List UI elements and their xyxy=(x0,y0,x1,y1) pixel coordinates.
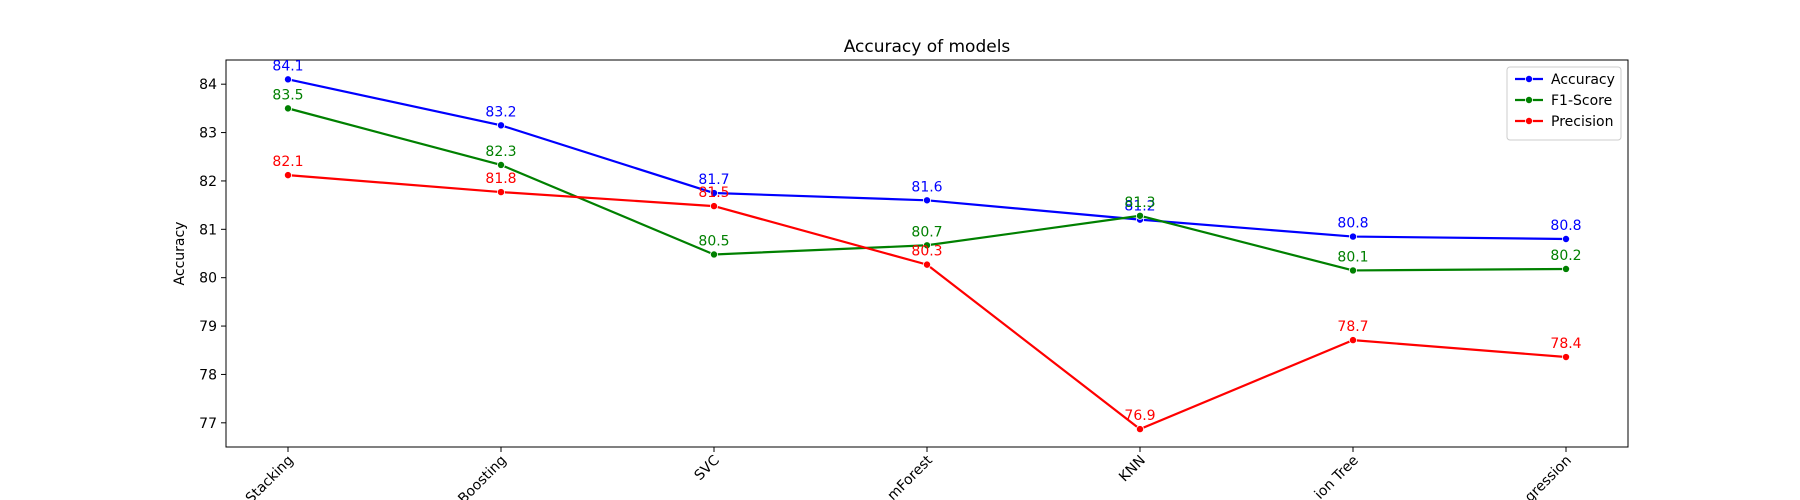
legend-entry-label: Precision xyxy=(1551,114,1613,130)
x-tick-label: Boosting xyxy=(455,453,510,500)
data-label: 80.2 xyxy=(1550,248,1581,264)
legend-swatch-marker xyxy=(1525,96,1534,105)
data-label: 82.1 xyxy=(272,154,303,170)
data-label: 78.4 xyxy=(1550,336,1581,352)
data-point xyxy=(1562,353,1571,362)
y-tick-label: 82 xyxy=(199,174,217,190)
data-point xyxy=(710,202,719,211)
y-tick-label: 83 xyxy=(199,126,217,142)
x-tick-label: mForest xyxy=(884,452,936,500)
x-tick-label: SVC xyxy=(692,452,723,483)
data-point xyxy=(1349,232,1358,241)
legend-swatch-marker xyxy=(1525,75,1534,84)
y-tick-label: 80 xyxy=(199,271,217,287)
data-point xyxy=(923,241,932,250)
legend: Accuracy F1-Score Precision xyxy=(1506,66,1622,141)
data-label: 84.1 xyxy=(272,58,303,74)
y-tick-label: 79 xyxy=(199,319,217,335)
chart-title: Accuracy of models xyxy=(844,37,1011,57)
data-point xyxy=(496,121,505,130)
data-point xyxy=(1349,336,1358,345)
data-label: 81.6 xyxy=(911,179,942,195)
data-point xyxy=(1562,264,1571,273)
data-label: 80.8 xyxy=(1550,218,1581,234)
data-label: 83.2 xyxy=(485,104,516,120)
data-label: 80.5 xyxy=(698,233,729,249)
y-tick-label: 84 xyxy=(199,77,217,93)
data-point xyxy=(1349,266,1358,275)
data-point xyxy=(1136,425,1145,434)
data-point xyxy=(1136,211,1145,220)
data-label: 80.3 xyxy=(911,244,942,260)
y-tick-label: 77 xyxy=(199,416,217,432)
data-label: 80.1 xyxy=(1337,249,1368,265)
data-point xyxy=(283,75,292,84)
data-point xyxy=(496,188,505,197)
legend-entry-label: Accuracy xyxy=(1551,72,1615,88)
data-label: 81.3 xyxy=(1124,195,1155,211)
data-label: 80.8 xyxy=(1337,216,1368,232)
data-label: 83.5 xyxy=(272,87,303,103)
y-tick-label: 81 xyxy=(199,222,217,238)
data-point xyxy=(496,160,505,169)
data-point xyxy=(1562,234,1571,243)
series-line-precision xyxy=(287,174,1567,431)
data-label: 82.3 xyxy=(485,144,516,160)
x-tick-label: gression xyxy=(1522,453,1575,500)
data-label: 81.5 xyxy=(698,185,729,201)
data-point xyxy=(923,260,932,269)
y-tick-label: 78 xyxy=(199,367,217,383)
y-axis-label: Accuracy xyxy=(172,222,188,286)
data-point xyxy=(283,171,292,180)
x-tick-label: ion Tree xyxy=(1312,453,1362,500)
data-label: 81.2 xyxy=(1124,199,1155,215)
data-point xyxy=(923,196,932,205)
data-label: 81.8 xyxy=(485,171,516,187)
data-point xyxy=(710,250,719,259)
data-label: 80.7 xyxy=(911,224,942,240)
data-point xyxy=(710,189,719,198)
data-point xyxy=(283,104,292,113)
data-label: 76.9 xyxy=(1124,408,1155,424)
x-tick-label: Stacking xyxy=(243,453,297,500)
legend-swatch-marker xyxy=(1525,117,1534,126)
data-label: 78.7 xyxy=(1337,319,1368,335)
x-tick-label: KNN xyxy=(1116,453,1149,486)
data-label: 81.7 xyxy=(698,172,729,188)
legend-entry-label: F1-Score xyxy=(1551,93,1612,109)
